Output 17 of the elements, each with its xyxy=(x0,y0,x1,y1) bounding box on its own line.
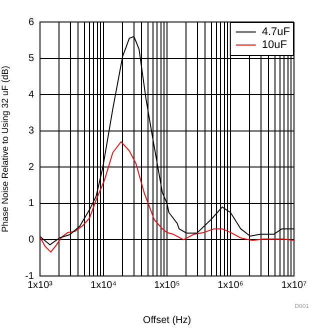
x-tick-label: 1x10⁷ xyxy=(281,280,308,291)
y-tick-label: 6 xyxy=(28,16,34,28)
legend-label: 10uF xyxy=(262,39,288,52)
legend-label: 4.7uF xyxy=(262,26,290,38)
x-tick-label: 1x10³ xyxy=(27,280,54,291)
x-axis-title: Offset (Hz) xyxy=(142,314,192,326)
x-tick-label: 1x10⁴ xyxy=(90,280,116,291)
y-tick-label: 3 xyxy=(28,126,34,137)
x-tick-label: 1x10⁶ xyxy=(218,280,244,291)
y-tick-label: -1 xyxy=(25,270,34,282)
y-tick-label: 2 xyxy=(28,162,34,173)
y-axis-title: Phase Noise Relative to Using 32 uF (dB) xyxy=(0,66,10,232)
y-tick-label: 5 xyxy=(28,53,34,64)
x-tick-label: 1x10⁵ xyxy=(154,280,180,291)
y-tick-label: 1 xyxy=(28,198,34,210)
y-tick-label: 0 xyxy=(28,234,34,246)
y-tick-label: 4 xyxy=(28,89,34,100)
